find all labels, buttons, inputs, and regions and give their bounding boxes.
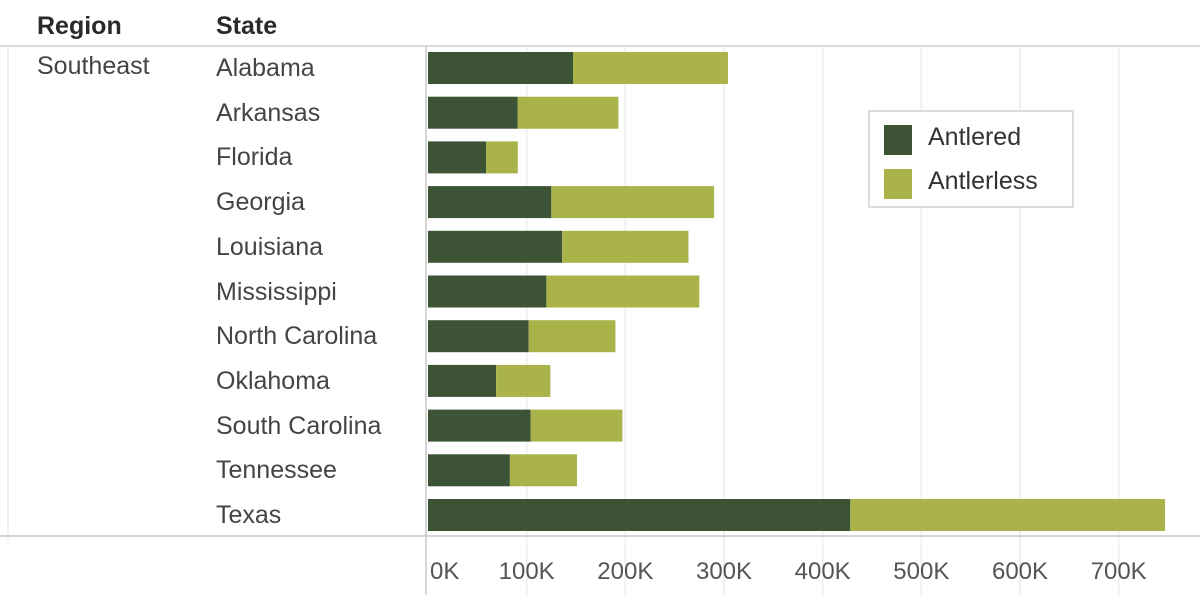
legend-swatch-antlerless [884,169,912,199]
bar-mississippi-antlered[interactable] [428,275,547,308]
legend-label-antlerless: Antlerless [928,167,1038,195]
state-label-oklahoma: Oklahoma [216,366,330,395]
bar-florida-antlered[interactable] [428,141,487,174]
bar-north-carolina-antlerless[interactable] [528,320,616,353]
x-tick-label: 0K [430,558,460,585]
bar-south-carolina-antlerless[interactable] [530,409,623,442]
region-header: Region [37,12,122,40]
bar-alabama-antlered[interactable] [428,52,574,84]
bar-alabama-antlerless[interactable] [573,52,728,84]
x-tick-label: 500K [893,558,950,585]
state-header: State [216,12,278,40]
x-tick-label: 700K [1090,558,1147,585]
bar-tennessee-antlered[interactable] [428,454,510,487]
state-label-georgia: Georgia [216,188,305,217]
bar-texas-antlered[interactable] [428,499,851,531]
x-tick-label: 400K [794,558,851,585]
x-tick-label: 100K [498,558,555,585]
x-tick-label: 300K [695,558,753,585]
bar-louisiana-antlered[interactable] [428,230,563,263]
legend-swatch-antlered [884,125,912,155]
bar-tennessee-antlerless[interactable] [509,454,577,487]
state-label-texas: Texas [216,501,282,529]
state-label-tennessee: Tennessee [216,456,337,485]
bar-arkansas-antlerless[interactable] [517,96,619,129]
state-label-louisiana: Louisiana [216,232,324,261]
state-label-florida: Florida [216,143,293,172]
legend-label-antlered: Antlered [928,123,1022,151]
bar-north-carolina-antlered[interactable] [428,320,529,353]
bar-texas-antlerless[interactable] [850,499,1166,531]
bar-louisiana-antlerless[interactable] [562,230,689,263]
bar-florida-antlerless[interactable] [486,141,518,174]
state-label-arkansas: Arkansas [216,98,321,127]
x-tick-label: 600K [991,558,1049,585]
bar-georgia-antlered[interactable] [428,186,552,219]
legend: Antlered Antlerless [868,110,1074,208]
bar-oklahoma-antlerless[interactable] [496,364,551,397]
state-label-north-carolina: North Carolina [216,322,378,351]
bar-south-carolina-antlered[interactable] [428,409,531,442]
x-tick-label: 200K [597,558,654,585]
state-label-alabama: Alabama [216,54,315,82]
region-southeast: Southeast [37,52,150,80]
state-label-south-carolina: South Carolina [216,411,382,440]
bar-mississippi-antlerless[interactable] [546,275,700,308]
bar-georgia-antlerless[interactable] [551,186,715,219]
state-label-mississippi: Mississippi [216,277,337,306]
bar-oklahoma-antlered[interactable] [428,364,497,397]
bar-arkansas-antlered[interactable] [428,96,518,129]
